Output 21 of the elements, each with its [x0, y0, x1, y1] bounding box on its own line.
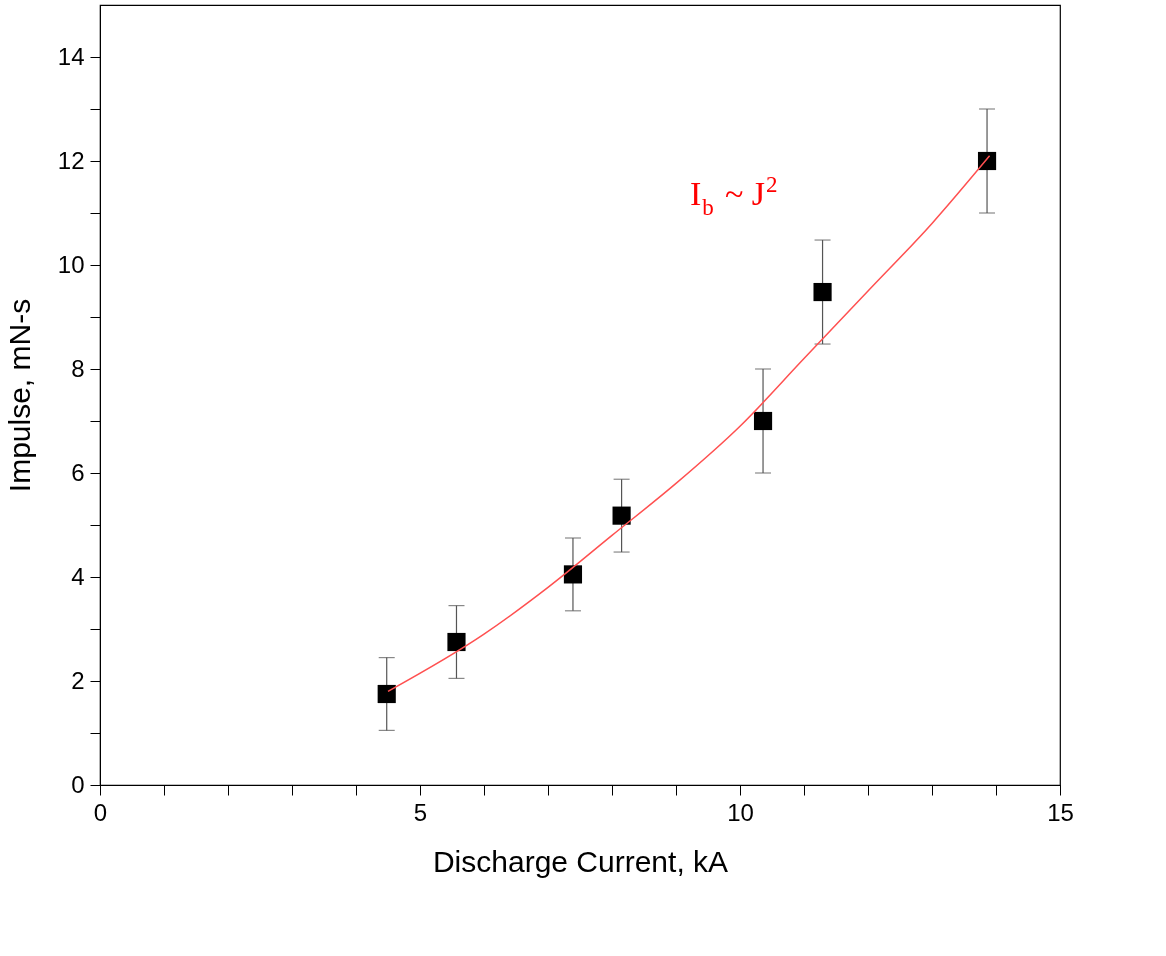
point: [377, 684, 396, 704]
y-tick-label: 4: [71, 562, 85, 590]
point: [753, 411, 773, 431]
y-tick-label: 0: [71, 770, 85, 798]
x-tick-label: 0: [93, 798, 108, 826]
point: [563, 565, 583, 584]
point: [447, 632, 466, 652]
x-axis-title: Discharge Current, kA: [432, 844, 729, 878]
y-axis-title: Impulse, mN-s: [2, 298, 36, 493]
y-tick-label: 6: [71, 458, 85, 486]
y-tick-label: 8: [71, 354, 85, 382]
point: [977, 151, 997, 171]
y-tick-label: 14: [57, 42, 85, 70]
y-tick-label: 10: [57, 250, 85, 278]
y-tick-label: 12: [57, 146, 85, 174]
x-tick-label: 5: [413, 798, 428, 826]
x-tick-label: 10: [727, 798, 754, 826]
point: [813, 282, 832, 302]
y-tick-label: 2: [71, 666, 85, 694]
point: [612, 506, 631, 525]
x-tick-label: 15: [1047, 798, 1074, 826]
